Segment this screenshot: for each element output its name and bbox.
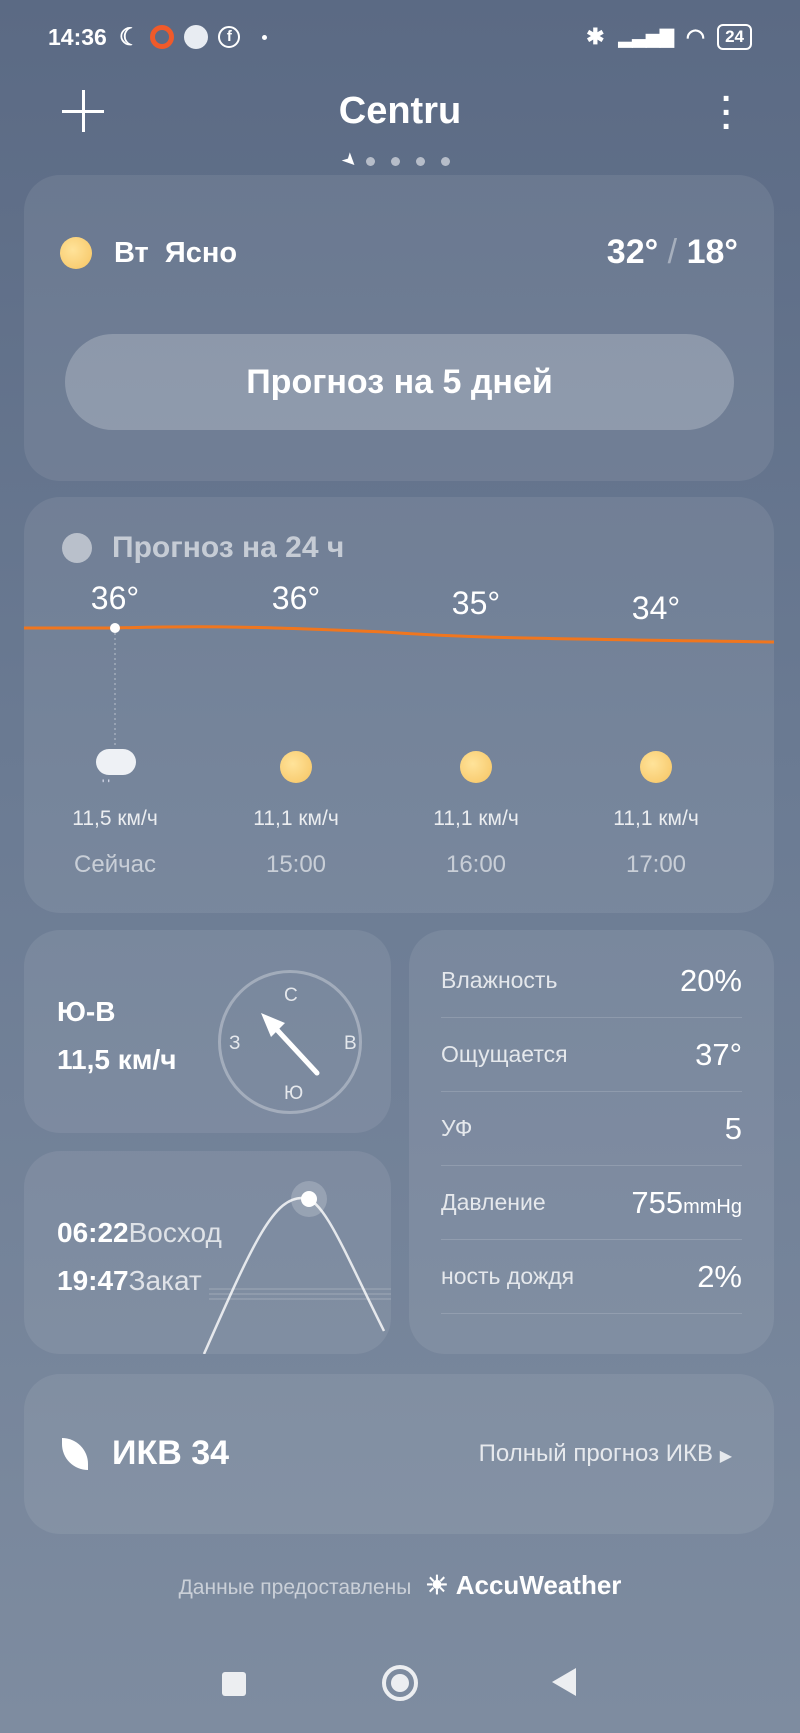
hour-time: 15:00 <box>265 851 327 878</box>
wifi-icon: ◠ <box>685 24 706 49</box>
page-indicator[interactable]: ➤ <box>0 147 800 173</box>
clock-icon <box>62 533 92 563</box>
more-vertical-icon: · · · <box>721 80 733 146</box>
cloud-rain-icon <box>96 749 136 775</box>
sun-icon <box>280 751 312 783</box>
sun-icon <box>60 237 92 269</box>
detail-label: Давление <box>441 1189 546 1215</box>
sun-arc-icon <box>202 1181 391 1354</box>
attribution-text: Данные предоставлены <box>178 1576 412 1599</box>
sunrise-label: Восход <box>128 1217 222 1248</box>
sunset-time: 19:47 <box>57 1265 129 1296</box>
today-card: Вт Ясно 32° / 18° Прогноз на 5 дней <box>24 175 774 481</box>
sun-icon <box>640 751 672 783</box>
home-button[interactable] <box>382 1665 418 1701</box>
sunset-label: Закат <box>128 1265 202 1296</box>
hour-time: 16:00 <box>445 851 507 878</box>
wind-card: Ю-В 11,5 км/ч С Ю З В <box>24 930 391 1133</box>
detail-row-pressure: Давление 755mmHg <box>441 1166 742 1240</box>
hour-time: Сейчас <box>74 851 156 878</box>
compass-west: З <box>229 1033 241 1054</box>
hour-temp: 35° <box>451 585 501 621</box>
data-attribution: Данные предоставлены ☀ AccuWeather <box>0 1570 800 1601</box>
add-city-button[interactable] <box>60 88 106 134</box>
planet-icon <box>184 25 209 49</box>
wind-speed: 11,5 км/ч <box>57 1044 177 1075</box>
hour-temp: 34° <box>631 590 681 626</box>
detail-value: 20% <box>679 962 742 998</box>
city-title: Centru <box>338 90 462 132</box>
wind-direction: Ю-В <box>57 996 116 1027</box>
clock: 14:36 <box>48 23 107 50</box>
aqi-value: ИКВ 34 <box>112 1434 230 1472</box>
hour-wind: 11,1 км/ч <box>253 807 339 830</box>
detail-label: Ощущается <box>441 1041 568 1067</box>
five-day-forecast-button[interactable]: Прогноз на 5 дней <box>65 334 734 430</box>
details-card: Влажность 20% Ощущается 37° УФ 5 Давление 75… <box>409 930 774 1354</box>
aqi-card[interactable]: ИКВ 34 Полный прогноз ИКВ ▶ <box>24 1374 774 1534</box>
bluetooth-icon: ✱ <box>586 24 605 49</box>
detail-unit: mmHg <box>683 1195 742 1218</box>
now-marker-dot <box>110 623 120 633</box>
detail-label: ность дождя <box>441 1263 575 1289</box>
detail-row-humidity: Влажность 20% <box>441 944 742 1018</box>
hour-wind: 11,5 км/ч <box>72 807 158 830</box>
sunrise-time: 06:22 <box>57 1217 129 1248</box>
accuweather-logo: ☀ AccuWeather <box>425 1570 622 1600</box>
full-aqi-link-label: Полный прогноз ИКВ <box>478 1440 714 1467</box>
leaf-icon <box>62 1438 88 1470</box>
back-button[interactable] <box>552 1668 576 1696</box>
status-bar: 14:36 ☾ f ✱ ▂▃▅▇ ◠ 24 <box>48 20 752 54</box>
temp-separator: / <box>667 233 678 271</box>
hour-temp: 36° <box>90 580 140 616</box>
caret-right-icon: ▶ <box>719 1448 732 1465</box>
hour-wind: 11,1 км/ч <box>613 807 699 830</box>
sun-icon <box>460 751 492 783</box>
detail-value: 755 <box>631 1184 684 1220</box>
detail-label: Влажность <box>441 967 558 993</box>
hour-wind: 11,1 км/ч <box>433 807 519 830</box>
hourly-forecast-card: Прогноз на 24 ч 36° 36° 35° 34° ' ' 11,5… <box>24 497 774 913</box>
compass-south: Ю <box>284 1083 304 1104</box>
navigation-bar <box>0 1660 800 1710</box>
temperature-line <box>24 625 774 644</box>
detail-value: 37° <box>695 1036 742 1072</box>
opera-icon <box>150 25 175 49</box>
detail-row-uv: УФ 5 <box>441 1092 742 1166</box>
full-aqi-link[interactable]: Полный прогноз ИКВ ▶ <box>479 1440 732 1468</box>
location-arrow-icon: ➤ <box>337 147 363 173</box>
detail-row-feels-like: Ощущается 37° <box>441 1018 742 1092</box>
today-day: Вт <box>114 237 149 269</box>
hour-temp: 36° <box>271 580 321 616</box>
wind-arrow-icon <box>261 1013 320 1076</box>
moon-icon: ☾ <box>118 23 141 51</box>
sunrise-sunset-card: 06:22Восход 19:47Закат <box>24 1151 391 1354</box>
battery-icon: 24 <box>717 24 752 50</box>
today-condition: Ясно <box>164 237 238 269</box>
more-options-button[interactable]: · · · <box>712 80 742 146</box>
facebook-icon: f <box>218 26 241 48</box>
compass-north: С <box>284 985 298 1006</box>
detail-value: 2% <box>697 1258 742 1294</box>
detail-value: 5 <box>724 1110 742 1146</box>
temperature-line-chart <box>24 623 774 747</box>
hour-time: 17:00 <box>625 851 687 878</box>
today-high: 32° <box>606 233 659 271</box>
detail-row-rain-chance: ность дождя 2% <box>441 1240 742 1314</box>
compass-east: В <box>344 1033 357 1054</box>
signal-icon: ▂▃▅▇ <box>618 26 674 47</box>
compass: С Ю З В <box>218 970 362 1114</box>
recents-button[interactable] <box>222 1672 246 1696</box>
detail-label: УФ <box>441 1115 473 1141</box>
hourly-title: Прогноз на 24 ч <box>112 531 345 564</box>
today-low: 18° <box>686 233 738 271</box>
notification-dot-icon <box>262 34 268 40</box>
